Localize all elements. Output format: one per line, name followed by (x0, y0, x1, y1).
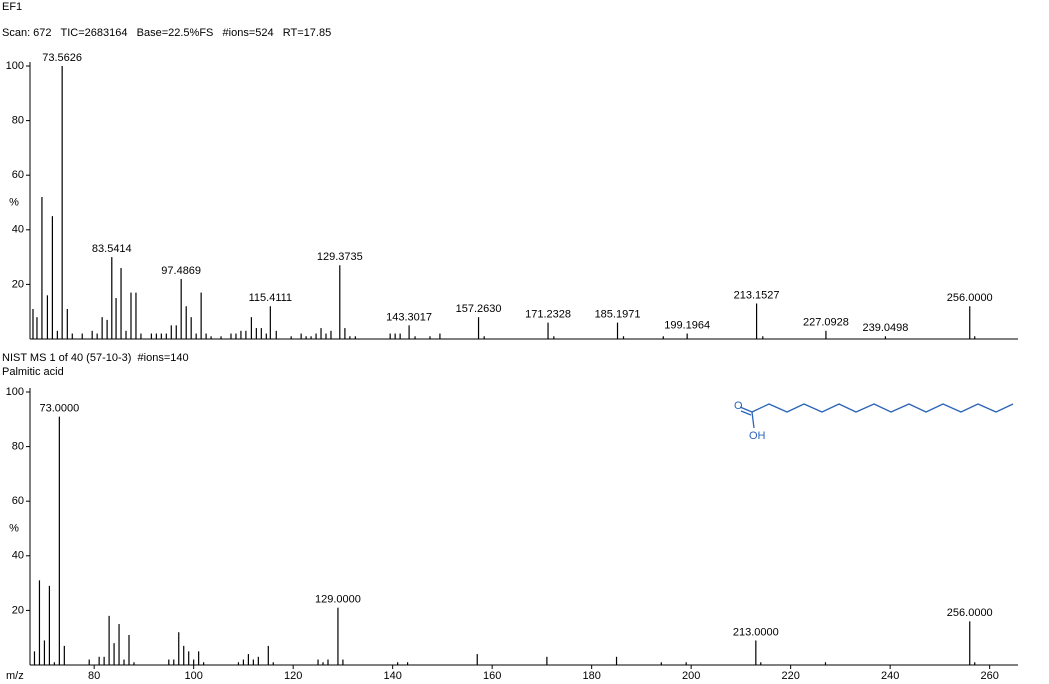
structure: O OH (734, 400, 1014, 442)
scan-info: Scan: 672 TIC=2683164 Base=22.5%FS #ions… (2, 27, 331, 39)
y-tick-label: 60 (12, 495, 24, 507)
x-tick-label: 260 (980, 670, 998, 682)
peak-label: 239.0498 (862, 322, 908, 334)
x-tick-label: 240 (881, 670, 899, 682)
x-tick-label: 160 (483, 670, 501, 682)
y-tick-label: 100 (6, 386, 24, 398)
peak-label: 227.0928 (803, 317, 849, 329)
y-tick-label: 60 (12, 169, 24, 181)
y-axis-label: % (9, 522, 19, 534)
peak-label: 199.1964 (664, 319, 710, 331)
y-tick-label: 40 (12, 550, 24, 562)
x-tick-label: 200 (682, 670, 700, 682)
peak-label: 83.5414 (92, 243, 132, 255)
x-tick-label: 180 (582, 670, 600, 682)
hydroxyl-bond (751, 411, 755, 429)
peak-label: 213.1527 (734, 289, 780, 301)
peak-label: 185.1971 (595, 309, 641, 321)
peak-label: 256.0000 (947, 607, 993, 619)
carbonyl-bond (740, 410, 752, 416)
y-axis-label: % (9, 196, 19, 208)
atom-label: O (734, 400, 743, 412)
y-tick-label: 80 (12, 441, 24, 453)
x-tick-label: 140 (383, 670, 401, 682)
chart-title: EF1 (2, 1, 22, 13)
peak-label: 256.0000 (947, 292, 993, 304)
x-tick-label: 100 (184, 670, 202, 682)
y-tick-label: 40 (12, 224, 24, 236)
carbon-chain (751, 403, 1014, 413)
peak-label: 171.2328 (525, 309, 571, 321)
peak-label: 73.0000 (39, 402, 79, 414)
peak-label: 213.0000 (733, 626, 779, 638)
peak-label: 129.0000 (315, 594, 361, 606)
compound-name: Palmitic acid (2, 366, 64, 378)
x-tick-label: 80 (88, 670, 100, 682)
y-tick-label: 20 (12, 604, 24, 616)
x-tick-label: 120 (284, 670, 302, 682)
peak-label: 73.5626 (42, 52, 82, 64)
y-tick-label: 100 (6, 60, 24, 72)
library-title: NIST MS 1 of 40 (57-10-3) #ions=140 (2, 352, 189, 364)
y-tick-label: 20 (12, 278, 24, 290)
y-tick-label: 80 (12, 115, 24, 127)
peak-label: 115.4111 (249, 292, 292, 304)
peak-label: 97.4869 (161, 265, 201, 277)
carbonyl-bond (739, 406, 753, 413)
peak-label: 143.3017 (386, 311, 432, 323)
peak-label: 129.3735 (317, 251, 363, 263)
x-tick-label: 220 (781, 670, 799, 682)
x-axis-label: m/z (6, 670, 24, 682)
atom-label: OH (749, 430, 766, 442)
peak-label: 157.2630 (456, 303, 502, 315)
